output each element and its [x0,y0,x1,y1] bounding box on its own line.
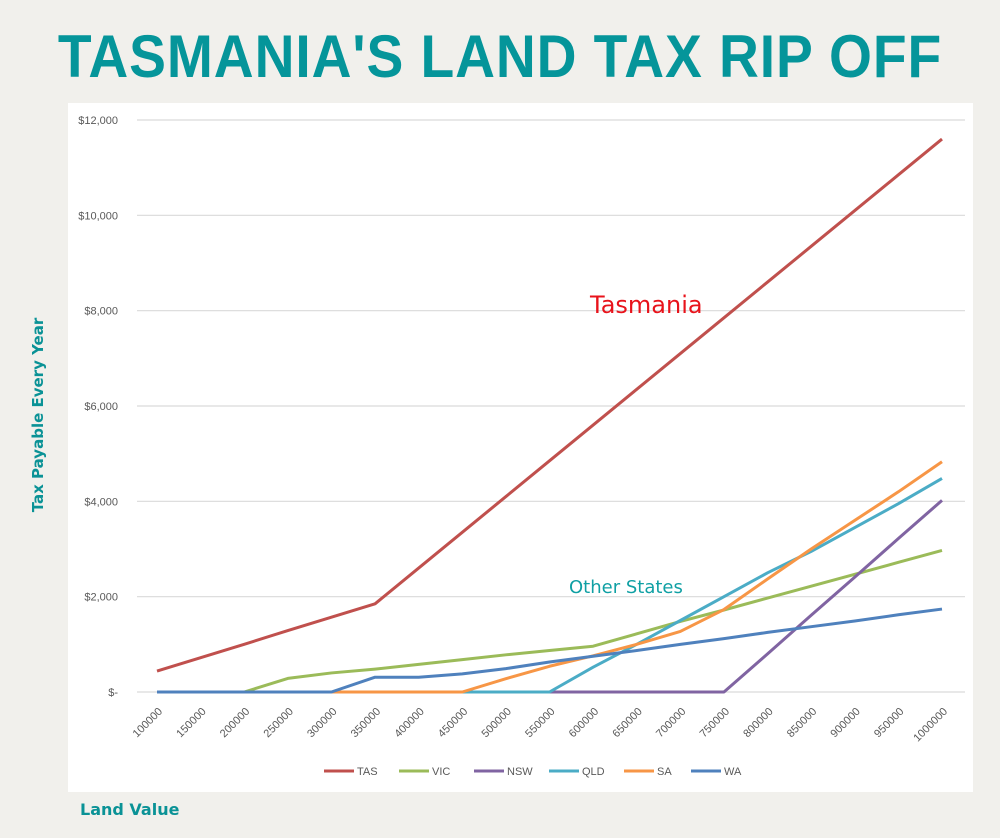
x-tick-label: 700000 [654,706,688,740]
legend-label: SA [657,766,672,778]
x-tick-label: 400000 [392,706,426,740]
x-tick-label: 100000 [131,706,165,740]
x-tick-label: 300000 [305,706,339,740]
y-tick-label: $8,000 [84,306,118,318]
x-tick-label: 650000 [610,706,644,740]
x-tick-label: 350000 [349,706,383,740]
y-tick-label: $4,000 [84,496,118,508]
x-tick-label: 250000 [262,706,296,740]
x-tick-label: 800000 [741,706,775,740]
x-tick-label: 950000 [872,706,906,740]
annotation-label: Tasmania [589,291,703,319]
series-line-qld [157,477,943,694]
x-tick-label: 150000 [174,706,208,740]
legend-label: NSW [507,766,533,778]
x-tick-label: 1000000 [911,706,950,745]
chart-panel [68,103,973,792]
x-tick-label: 200000 [218,706,252,740]
x-tick-label: 600000 [567,706,601,740]
x-tick-label: 500000 [480,706,514,740]
series-line-sa [157,460,943,694]
x-axis-label: Land Value [80,800,180,819]
y-tick-label: $12,000 [78,115,118,127]
legend-label: WA [724,766,742,778]
x-tick-label: 750000 [698,706,732,740]
x-tick-label: 850000 [785,706,819,740]
x-tick-label: 450000 [436,706,470,740]
y-axis-label: Tax Payable Every Year [29,317,47,513]
legend-label: VIC [432,766,450,778]
series-line-wa [157,607,943,694]
legend-label: QLD [582,766,605,778]
x-tick-label: 900000 [828,706,862,740]
legend-label: TAS [357,766,378,778]
y-tick-label: $10,000 [78,210,118,222]
series-line-vic [157,548,943,694]
y-tick-label: $6,000 [84,401,118,413]
y-tick-label: $2,000 [84,592,118,604]
page-title: TASMANIA'S LAND TAX RIP OFF [57,23,943,90]
x-tick-label: 550000 [523,706,557,740]
y-tick-label: $- [108,687,118,699]
series-line-tas [156,137,943,673]
annotation-label: Other States [569,577,683,598]
